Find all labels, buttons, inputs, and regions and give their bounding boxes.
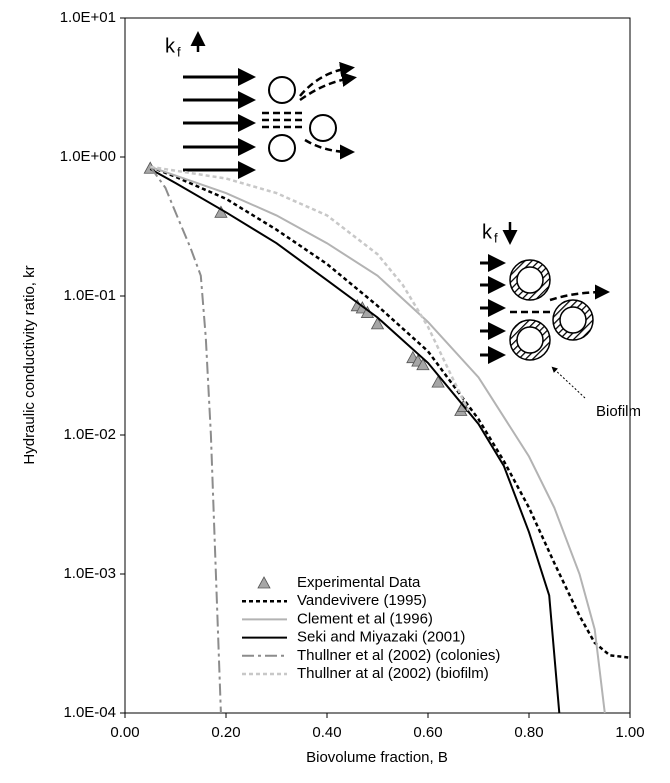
x-axis-label: Biovolume fraction, B [306, 749, 448, 766]
y-tick-label: 1.0E-04 [63, 704, 116, 721]
annotation: k [482, 221, 493, 243]
inset-open-pores: k f [165, 31, 357, 179]
y-tick-label: 1.0E-03 [63, 565, 116, 582]
annotation-sub: f [494, 230, 498, 245]
series-line [149, 166, 222, 714]
y-tick-label: 1.0E-01 [63, 287, 116, 304]
data-point [416, 357, 430, 371]
legend-label: Seki and Miyazaki (2001) [297, 629, 465, 646]
legend-label: Thullner at al (2002) (biofilm) [297, 665, 489, 682]
annotation: k [165, 35, 176, 57]
series-line [149, 168, 561, 714]
series-line [149, 165, 631, 659]
data-point [370, 317, 385, 330]
annotation-sub: f [177, 44, 181, 59]
legend-label: Thullner et al (2002) (colonies) [297, 647, 500, 664]
legend-label: Vandevivere (1995) [297, 592, 427, 609]
x-tick-label: 1.00 [615, 724, 644, 741]
inset-biofilm: k f Biofilm [480, 221, 641, 420]
legend-label: Clement et al (1996) [297, 610, 433, 627]
data-point [431, 375, 445, 388]
x-tick-label: 0.00 [110, 724, 139, 741]
series-line [149, 165, 606, 714]
legend-label: Experimental Data [297, 574, 421, 591]
x-tick-label: 0.40 [312, 724, 341, 741]
y-axis-label: Hydraulic conductivity ratio, kr [21, 265, 38, 464]
legend-marker [257, 576, 271, 589]
x-tick-label: 0.80 [514, 724, 543, 741]
y-tick-label: 1.0E-02 [63, 426, 116, 443]
y-tick-label: 1.0E+01 [60, 9, 116, 26]
x-tick-label: 0.20 [211, 724, 240, 741]
series-line [150, 165, 470, 412]
annotation: Biofilm [596, 403, 641, 420]
plot-frame [124, 17, 631, 714]
x-tick-label: 0.60 [413, 724, 442, 741]
y-tick-label: 1.0E+00 [60, 148, 116, 165]
